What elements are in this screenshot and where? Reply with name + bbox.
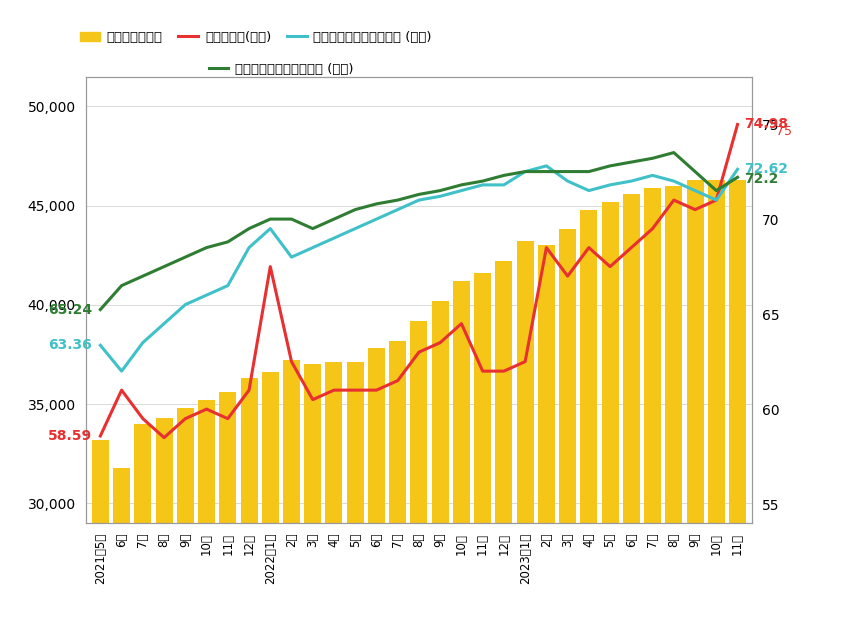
Bar xyxy=(410,321,428,638)
Bar xyxy=(538,245,555,638)
Bar xyxy=(729,180,746,638)
Text: 72.2: 72.2 xyxy=(744,172,778,186)
Text: 58.59: 58.59 xyxy=(48,429,91,443)
Bar xyxy=(581,209,598,638)
Bar xyxy=(559,230,576,638)
Bar xyxy=(665,186,682,638)
Bar xyxy=(347,362,363,638)
Bar xyxy=(91,440,109,638)
Bar xyxy=(622,194,640,638)
Bar xyxy=(283,360,300,638)
Text: 74.98: 74.98 xyxy=(744,117,788,131)
Bar xyxy=(708,180,725,638)
Bar xyxy=(326,362,343,638)
Bar xyxy=(240,378,257,638)
Bar xyxy=(368,348,385,638)
Bar xyxy=(495,261,512,638)
Bar xyxy=(475,273,491,638)
Bar xyxy=(432,301,449,638)
Bar xyxy=(219,392,236,638)
Bar xyxy=(198,400,215,638)
Bar xyxy=(687,180,704,638)
Bar xyxy=(602,202,619,638)
Legend: 販売中物件売出し㎡単価 (万円): 販売中物件売出し㎡単価 (万円) xyxy=(203,57,359,81)
Bar xyxy=(516,241,534,638)
Text: 65.24: 65.24 xyxy=(48,302,91,316)
Bar xyxy=(177,408,194,638)
Text: 72.62: 72.62 xyxy=(744,162,788,176)
Legend: 販売中の物件数, 成約㎡単価(万円), 新規売出し物件の㎡単価 (万円): 販売中の物件数, 成約㎡単価(万円), 新規売出し物件の㎡単価 (万円) xyxy=(75,26,437,49)
Bar xyxy=(262,373,279,638)
Bar xyxy=(304,364,321,638)
Text: 63.36: 63.36 xyxy=(48,338,91,352)
Bar xyxy=(453,281,470,638)
Text: 75: 75 xyxy=(775,125,792,138)
Bar xyxy=(156,418,173,638)
Bar xyxy=(134,424,151,638)
Bar xyxy=(389,341,406,638)
Bar xyxy=(113,468,130,638)
Bar xyxy=(644,188,661,638)
